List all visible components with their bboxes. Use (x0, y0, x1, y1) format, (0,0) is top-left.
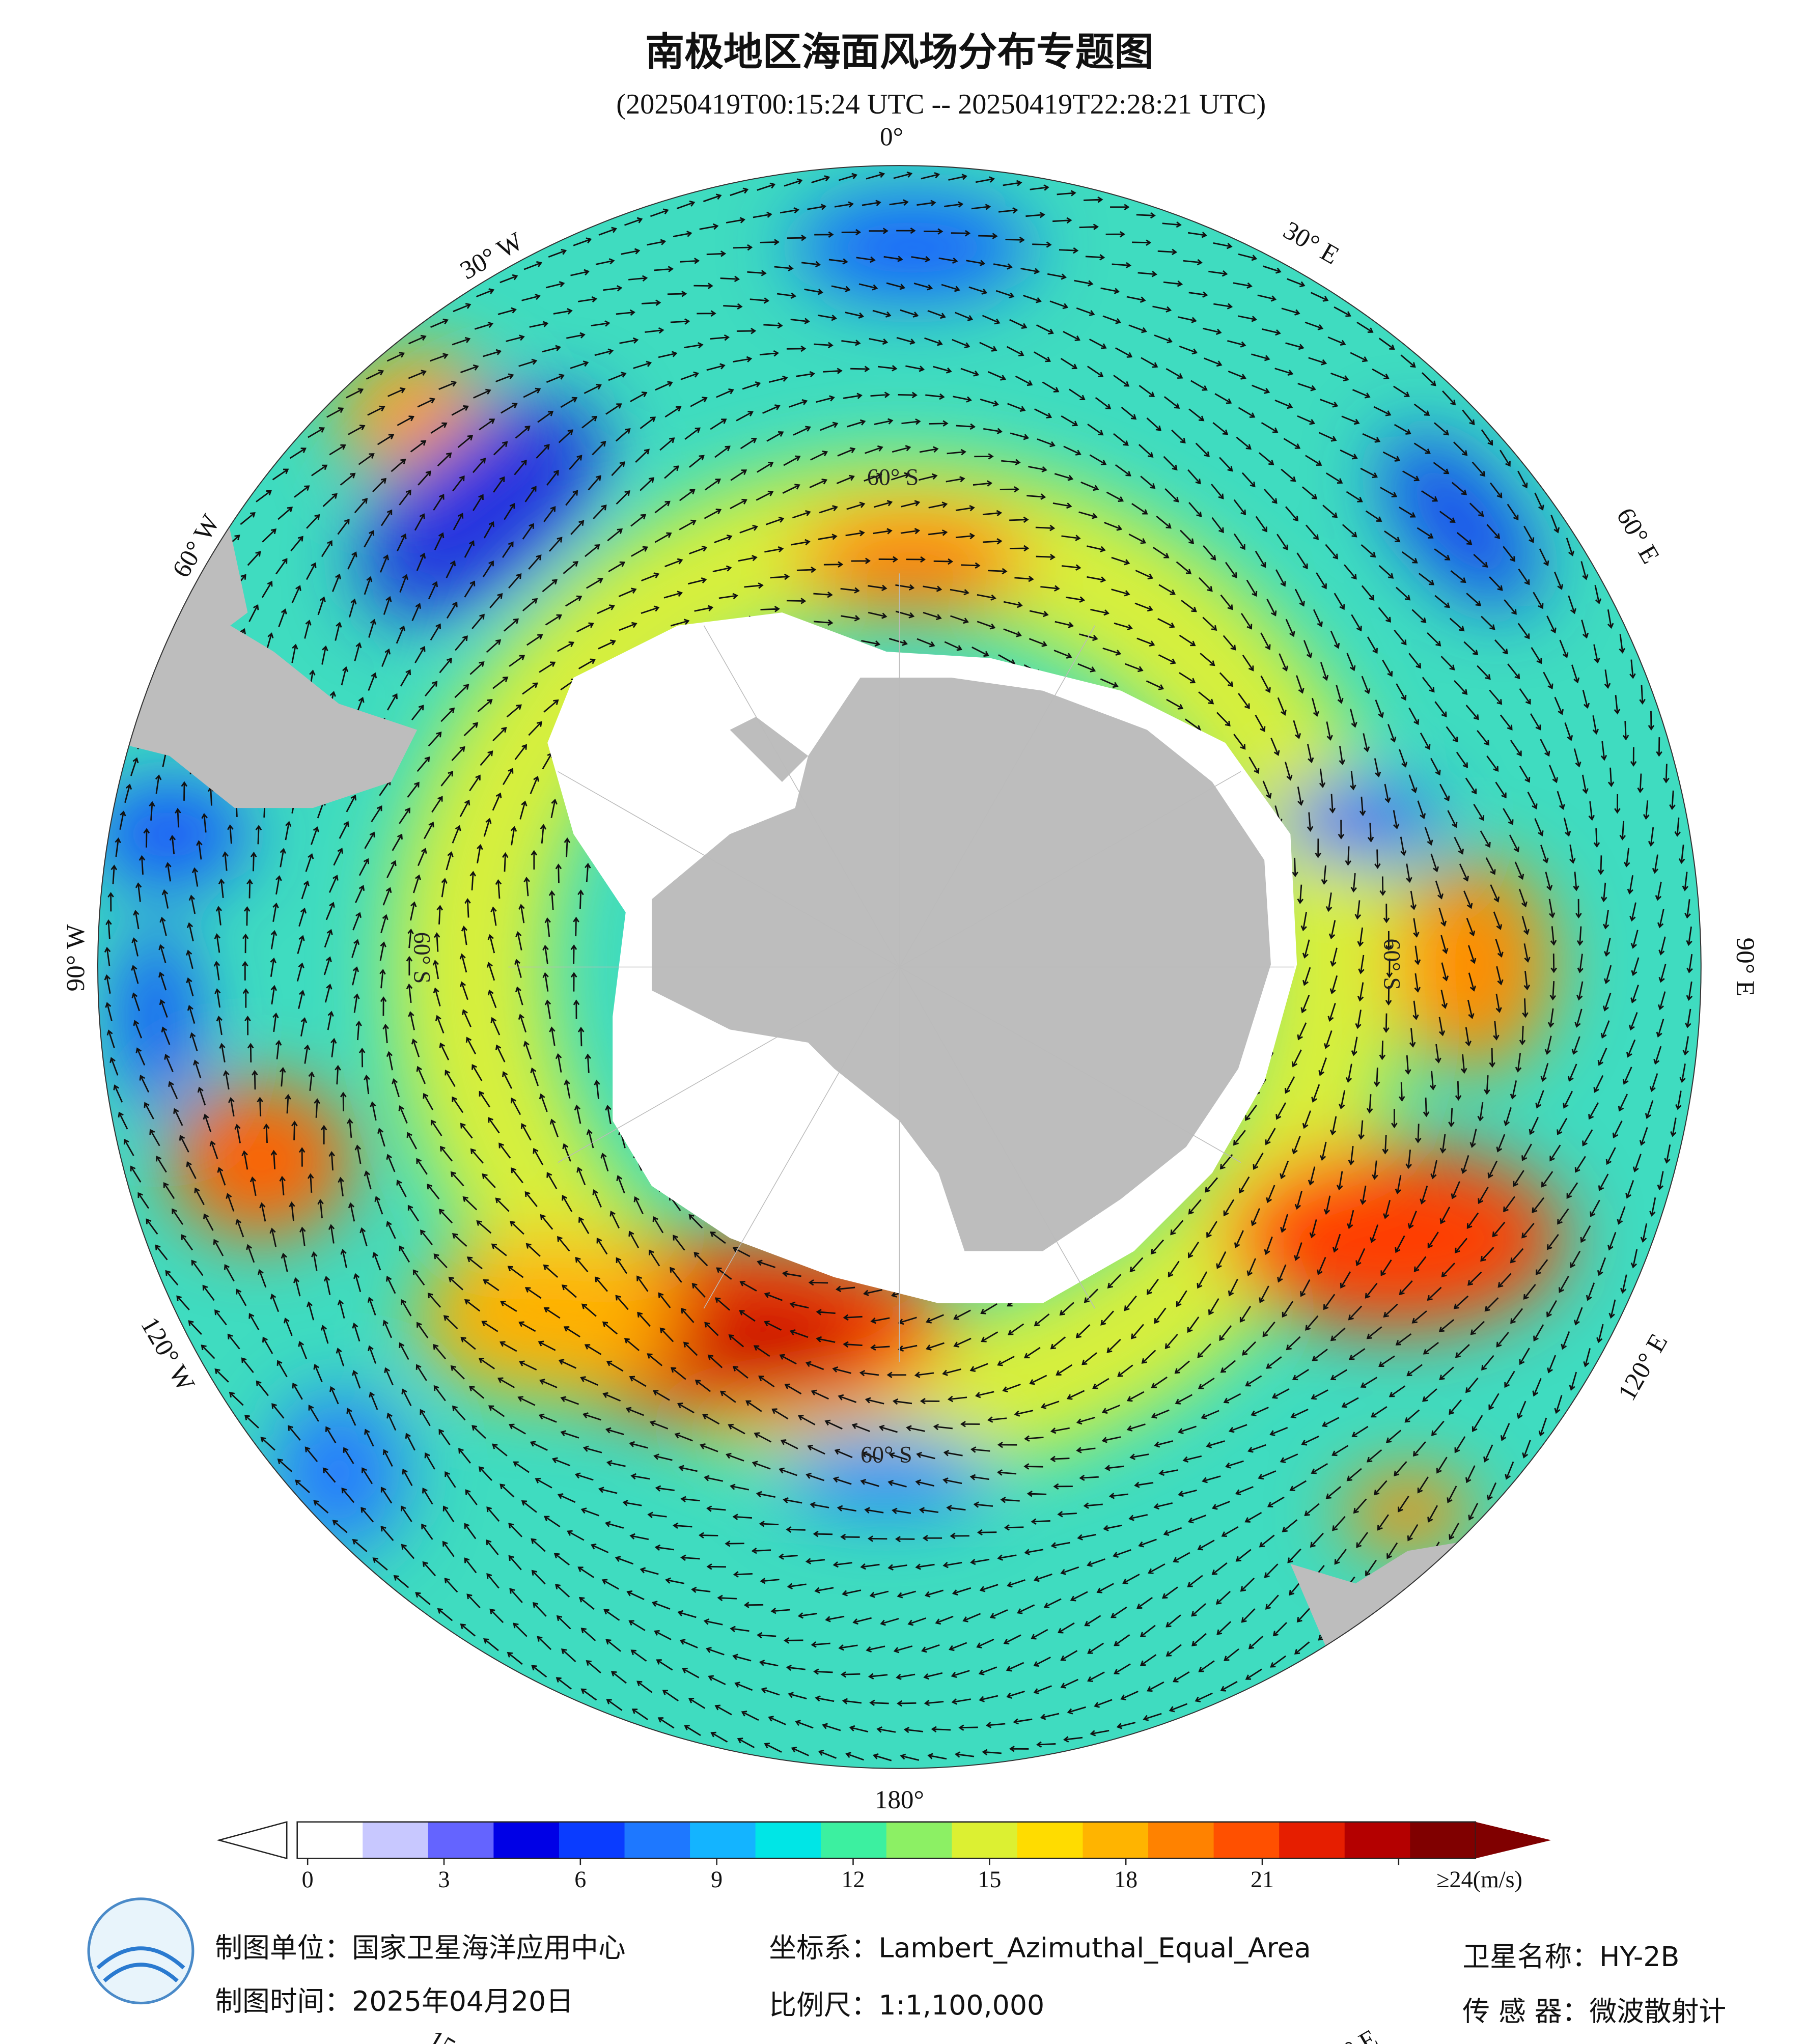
colorbar-cell (1148, 1822, 1214, 1859)
colorbar-cell (1344, 1822, 1411, 1859)
colorbar: 0 3 6 9 12 15 18 21 ≥24(m/s) (216, 1821, 1551, 1892)
colorbar-over (1475, 1822, 1551, 1859)
subtitle: (20250419T00:15:24 UTC -- 20250419T22:28… (616, 89, 1266, 120)
latitude-label: 60° S (1379, 939, 1405, 991)
footer-scale: 比例尺：1:1,100,000 (769, 1989, 1044, 2021)
colorbar-tick-label: 9 (711, 1866, 723, 1892)
colorbar-cell (1083, 1822, 1149, 1859)
longitude-label: 150° W (423, 2025, 507, 2044)
colorbar-cell (1017, 1822, 1084, 1859)
map-border (97, 165, 1702, 1769)
colorbar-cell (755, 1822, 822, 1859)
colorbar-cell (363, 1822, 429, 1859)
longitude-label: 150° E (1306, 2024, 1382, 2044)
longitude-label: 90° W (61, 924, 90, 992)
colorbar-tick-label: 21 (1251, 1866, 1274, 1892)
latitude-label: 60° S (409, 932, 435, 984)
graticule (508, 573, 1295, 1362)
latitude-label: 60° S (861, 1442, 912, 1468)
colorbar-tick-label: ≥24(m/s) (1436, 1866, 1522, 1892)
longitude-label: 0° (880, 123, 903, 152)
colorbar-tick-label: 6 (574, 1866, 586, 1892)
longitude-label: 60° E (1611, 503, 1665, 569)
colorbar-under (216, 1821, 288, 1860)
colorbar-cell (428, 1822, 494, 1859)
colorbar-cell (821, 1822, 887, 1859)
colorbar-tick-label: 0 (302, 1866, 314, 1892)
colorbar-cell (493, 1822, 560, 1859)
colorbar-cell (1279, 1822, 1346, 1859)
colorbar-tick-label: 3 (438, 1866, 450, 1892)
colorbar-cell (1410, 1822, 1477, 1859)
title: 南极地区海面风场分布专题图 (645, 30, 1153, 75)
colorbar-cell (624, 1822, 691, 1859)
footer-satellite: 卫星名称：HY-2B (1462, 1941, 1679, 1973)
logo (87, 1897, 195, 2005)
longitude-label: 180° (875, 1785, 924, 1814)
colorbar-cell (297, 1822, 364, 1859)
colorbar-tick-label: 15 (978, 1866, 1001, 1892)
footer-unit: 制图单位：国家卫星海洋应用中心 (215, 1931, 625, 1964)
colorbar-cell (559, 1822, 625, 1859)
south-america (117, 521, 418, 808)
colorbar-cell (1213, 1822, 1280, 1859)
antarctica (651, 678, 1271, 1251)
colorbar-cell (952, 1822, 1018, 1859)
footer-crs: 坐标系：Lambert_Azimuthal_Equal_Area (769, 1931, 1311, 1964)
longitude-label: 30° E (1279, 216, 1344, 270)
colorbar-tick-label: 12 (841, 1866, 865, 1892)
footer-sensor: 传 感 器：微波散射计 (1462, 1996, 1726, 2028)
latitude-labels: 60° S 60° S 60° S 60° S (409, 464, 1405, 1468)
colorbar-cell (886, 1822, 953, 1859)
speed-patches (98, 195, 1564, 1551)
colorbar-cell (690, 1822, 756, 1859)
longitude-label: 90° E (1731, 938, 1760, 997)
footer-date: 制图时间：2025年04月20日 (215, 1985, 573, 2017)
longitude-label: 120° E (1613, 1329, 1674, 1406)
latitude-label: 60° S (867, 464, 919, 490)
colorbar-tick-label: 18 (1114, 1866, 1137, 1892)
